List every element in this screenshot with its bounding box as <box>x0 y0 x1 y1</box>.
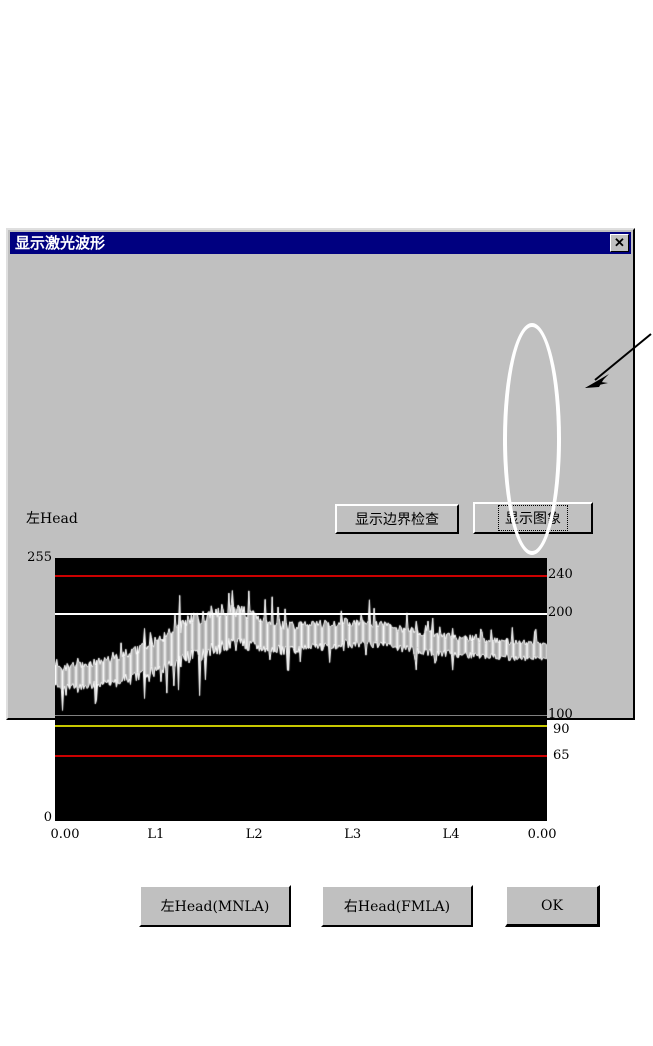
threshold-line-lower-red-limit <box>55 755 547 757</box>
laser-waveform-dialog: 显示激光波形 ✕ 左Head 显示边界检查 显示图象 255 0 240 200 1… <box>6 228 635 927</box>
ok-button[interactable]: OK <box>505 885 600 927</box>
y-axis-min-label: 0 <box>43 810 52 825</box>
y-axis-max-label: 255 <box>27 550 52 565</box>
right-head-fmla-button[interactable]: 右Head(FMLA) <box>321 885 473 927</box>
threshold-line-upper-white-limit <box>55 613 547 615</box>
right-axis-label-90: 90 <box>553 721 570 737</box>
threshold-line-lower-gray-limit <box>55 715 547 716</box>
dialog-titlebar[interactable]: 显示激光波形 ✕ <box>10 232 631 254</box>
right-axis-label-200: 200 <box>548 605 573 621</box>
dialog-title: 显示激光波形 <box>15 234 106 252</box>
x-tick-0: 0.00 <box>50 827 80 842</box>
ok-label: OK <box>541 897 563 914</box>
x-tick-5: 0.00 <box>527 827 557 842</box>
x-axis-ticks: 0.00 L1 L2 L3 L4 0.00 <box>8 827 637 847</box>
close-icon[interactable]: ✕ <box>610 234 629 252</box>
show-image-button[interactable]: 显示图象 <box>473 502 593 534</box>
threshold-line-upper-red-limit <box>55 575 547 577</box>
x-tick-3: L3 <box>344 827 362 842</box>
right-head-fmla-label: 右Head(FMLA) <box>343 899 451 915</box>
right-axis-label-100: 100 <box>548 707 573 722</box>
waveform-canvas <box>55 558 547 821</box>
x-tick-2: L2 <box>245 827 263 842</box>
right-axis-label-240: 240 <box>548 567 573 583</box>
x-tick-4: L4 <box>442 827 460 842</box>
show-boundary-check-button[interactable]: 显示边界检查 <box>335 504 459 534</box>
right-axis-label-65: 65 <box>553 747 570 763</box>
waveform-plot <box>55 558 547 821</box>
show-boundary-check-label: 显示边界检查 <box>355 512 439 528</box>
left-head-mnla-button[interactable]: 左Head(MNLA) <box>139 885 291 927</box>
head-label: 左Head <box>26 511 78 527</box>
left-head-mnla-label: 左Head(MNLA) <box>160 899 270 915</box>
threshold-line-lower-yellow-limit <box>55 725 547 727</box>
x-tick-1: L1 <box>147 827 165 842</box>
show-image-label: 显示图象 <box>498 505 568 531</box>
